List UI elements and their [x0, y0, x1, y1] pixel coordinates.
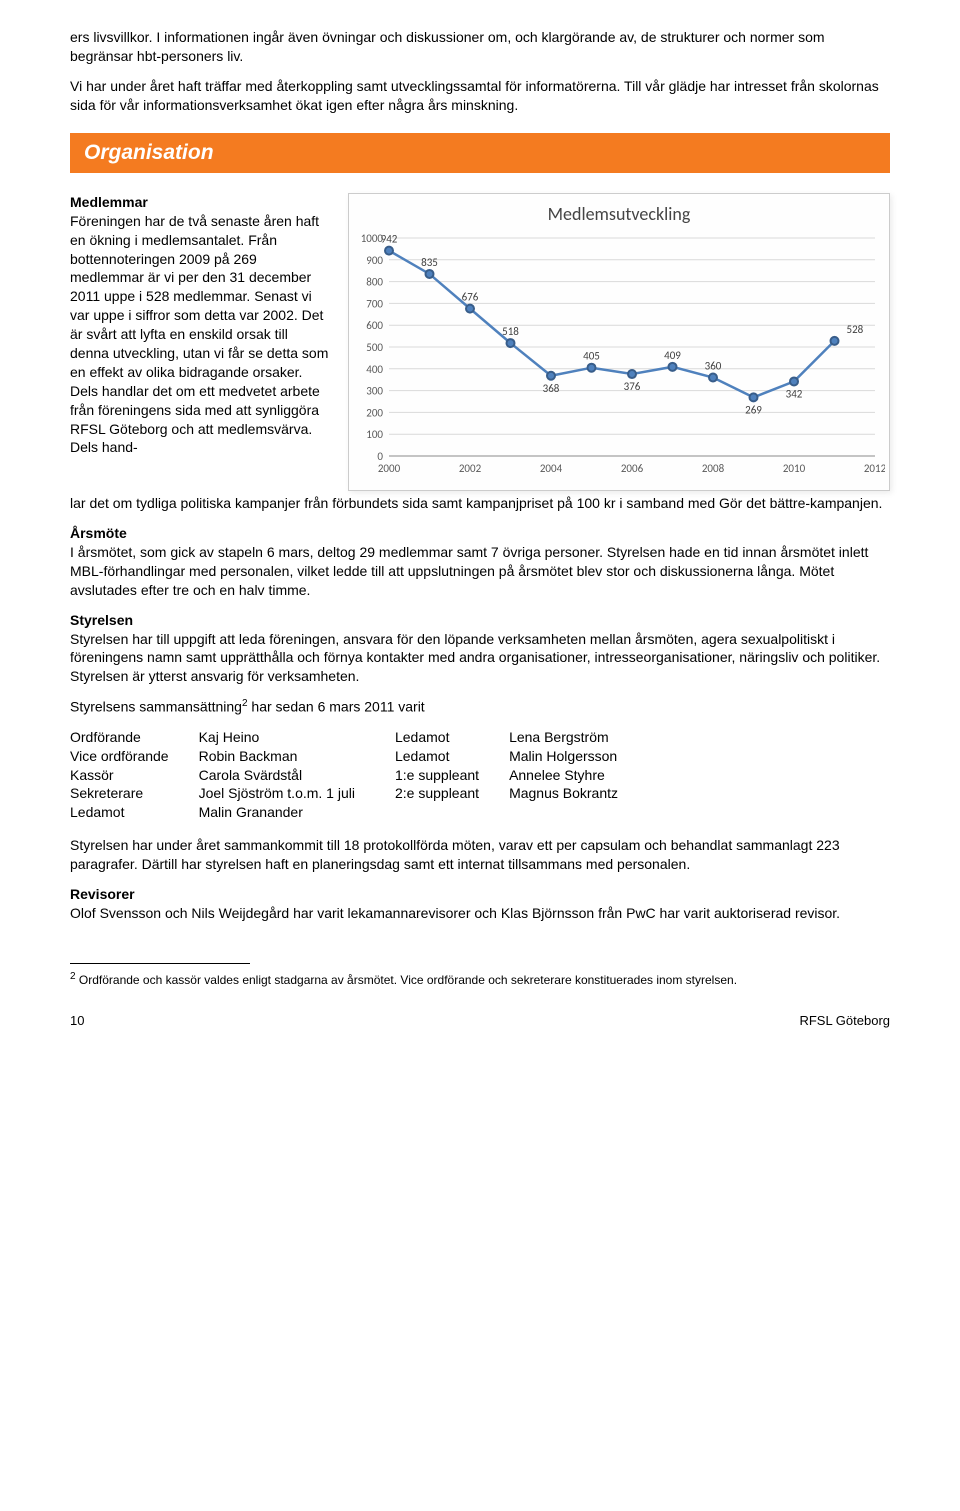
board-role: 2:e suppleant [395, 784, 479, 803]
board-name: Magnus Bokrantz [509, 784, 618, 803]
styrelsen-block: Styrelsen Styrelsen har till uppgift att… [70, 611, 890, 687]
svg-text:2004: 2004 [540, 462, 563, 475]
board-left: OrdförandeVice ordförandeKassörSekretera… [70, 728, 355, 822]
svg-text:342: 342 [786, 388, 803, 401]
board-name: Joel Sjöström t.o.m. 1 juli [199, 784, 355, 803]
section-heading-organisation: Organisation [70, 133, 890, 173]
svg-text:200: 200 [366, 407, 383, 420]
svg-text:942: 942 [381, 233, 398, 246]
svg-text:2012: 2012 [864, 462, 885, 475]
svg-text:528: 528 [847, 323, 864, 336]
membership-chart: Medlemsutveckling 0100200300400500600700… [348, 193, 890, 491]
footnote-separator [70, 963, 250, 964]
board-name: Malin Granander [199, 803, 355, 822]
board-role: Sekreterare [70, 784, 169, 803]
revisorer-heading: Revisorer [70, 886, 135, 902]
styrelsen-heading: Styrelsen [70, 612, 133, 628]
svg-text:368: 368 [543, 382, 560, 395]
board-role: Ledamot [395, 728, 479, 747]
board-right: LedamotLedamot1:e suppleant2:e suppleant… [395, 728, 618, 822]
chart-svg: 0100200300400500600700800900100020002002… [349, 228, 885, 490]
svg-text:676: 676 [462, 291, 479, 304]
page-footer: 10 RFSL Göteborg [70, 1012, 890, 1030]
intro-paragraph-1: ers livsvillkor. I informationen ingår ä… [70, 28, 890, 66]
svg-text:360: 360 [705, 360, 722, 373]
svg-text:405: 405 [583, 350, 600, 363]
svg-text:2010: 2010 [783, 462, 806, 475]
svg-text:100: 100 [366, 428, 383, 441]
board-table: OrdförandeVice ordförandeKassörSekretera… [70, 728, 890, 822]
svg-text:600: 600 [366, 319, 383, 332]
svg-text:518: 518 [502, 325, 519, 338]
svg-text:700: 700 [366, 298, 383, 311]
revisorer-block: Revisorer Olof Svensson och Nils Weijdeg… [70, 885, 890, 923]
board-name: Carola Svärdstål [199, 766, 355, 785]
footnote: 2 Ordförande och kassör valdes enligt st… [70, 970, 890, 988]
page-number: 10 [70, 1012, 84, 1030]
after-board: Styrelsen har under året sammankommit ti… [70, 836, 890, 874]
board-role: Ordförande [70, 728, 169, 747]
svg-text:269: 269 [745, 404, 762, 417]
medlemmar-block: Medlemmar Föreningen har de två senaste … [70, 193, 890, 491]
svg-text:400: 400 [366, 363, 383, 376]
board-name: Malin Holgersson [509, 747, 618, 766]
svg-text:300: 300 [366, 385, 383, 398]
svg-text:376: 376 [624, 380, 641, 393]
svg-text:2002: 2002 [459, 462, 482, 475]
intro-paragraph-2: Vi har under året haft träffar med återk… [70, 77, 890, 115]
svg-text:900: 900 [366, 254, 383, 267]
svg-text:800: 800 [366, 276, 383, 289]
arsmote-heading: Årsmöte [70, 525, 127, 541]
medlemmar-heading: Medlemmar [70, 194, 148, 210]
svg-text:409: 409 [664, 349, 681, 362]
board-role: Kassör [70, 766, 169, 785]
svg-text:2008: 2008 [702, 462, 725, 475]
svg-text:500: 500 [366, 341, 383, 354]
board-role: Vice ordförande [70, 747, 169, 766]
board-name: Robin Backman [199, 747, 355, 766]
chart-title: Medlemsutveckling [349, 194, 889, 228]
medlemmar-after: lar det om tydliga politiska kampanjer f… [70, 494, 890, 513]
board-name: Annelee Styhre [509, 766, 618, 785]
board-role: 1:e suppleant [395, 766, 479, 785]
board-role: Ledamot [395, 747, 479, 766]
board-name: Kaj Heino [199, 728, 355, 747]
styrelsen-since: Styrelsens sammansättning2 har sedan 6 m… [70, 697, 890, 717]
medlemmar-text: Medlemmar Föreningen har de två senaste … [70, 193, 330, 457]
svg-text:835: 835 [421, 256, 438, 269]
svg-text:2000: 2000 [378, 462, 401, 475]
svg-text:2006: 2006 [621, 462, 644, 475]
arsmote-block: Årsmöte I årsmötet, som gick av stapeln … [70, 524, 890, 600]
board-role: Ledamot [70, 803, 169, 822]
board-name: Lena Bergström [509, 728, 618, 747]
footer-org: RFSL Göteborg [799, 1012, 890, 1030]
